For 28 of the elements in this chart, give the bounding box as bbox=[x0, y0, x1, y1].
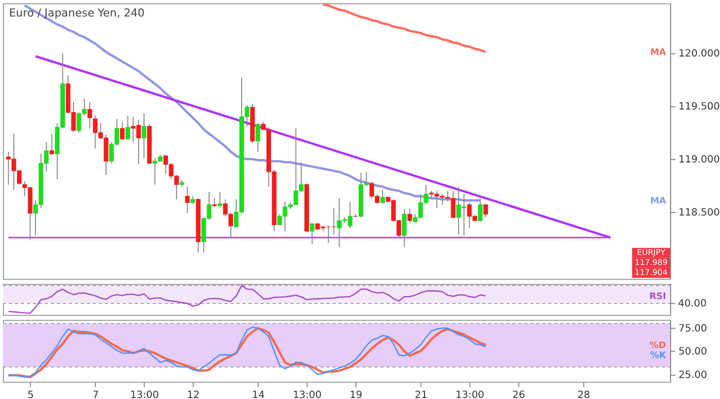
text: RSI bbox=[649, 292, 666, 302]
x-tick-label: 13:00 bbox=[130, 390, 159, 399]
text: MA bbox=[650, 196, 666, 206]
y-tick-label: 120.000 bbox=[678, 48, 720, 60]
text: %K bbox=[650, 350, 668, 361]
y-tick-label: 75.00 bbox=[678, 324, 708, 335]
annotation: EURJPY bbox=[636, 248, 666, 257]
x-tick-label: 5 bbox=[27, 390, 34, 399]
chart-title: Euro / Japanese Yen, 240 bbox=[8, 6, 145, 20]
text: %D bbox=[650, 340, 666, 351]
x-tick-label: 19 bbox=[350, 390, 362, 399]
x-tick-label: 21 bbox=[414, 390, 428, 399]
x-tick-label: 13:00 bbox=[456, 390, 484, 399]
y-tick-label: 119.000 bbox=[678, 154, 720, 166]
text: MA bbox=[650, 48, 666, 58]
y-tick-label: 50.00 bbox=[678, 346, 708, 358]
x-tick-label: 28 bbox=[577, 390, 590, 399]
annotation: 117.904 bbox=[634, 268, 668, 277]
x-tick-label: 14 bbox=[252, 390, 265, 399]
y-tick-label: 25.00 bbox=[678, 370, 708, 381]
x-tick-label: 26 bbox=[512, 390, 526, 399]
x-tick-label: 7 bbox=[92, 390, 99, 399]
x-tick-label: 12 bbox=[186, 390, 200, 399]
x-tick-label: 13:00 bbox=[292, 390, 322, 399]
y-tick-label: 118.500 bbox=[678, 208, 720, 219]
text: 40.00 bbox=[678, 298, 707, 310]
annotation: 117.989 bbox=[634, 258, 668, 267]
y-tick-label: 119.500 bbox=[678, 102, 720, 113]
